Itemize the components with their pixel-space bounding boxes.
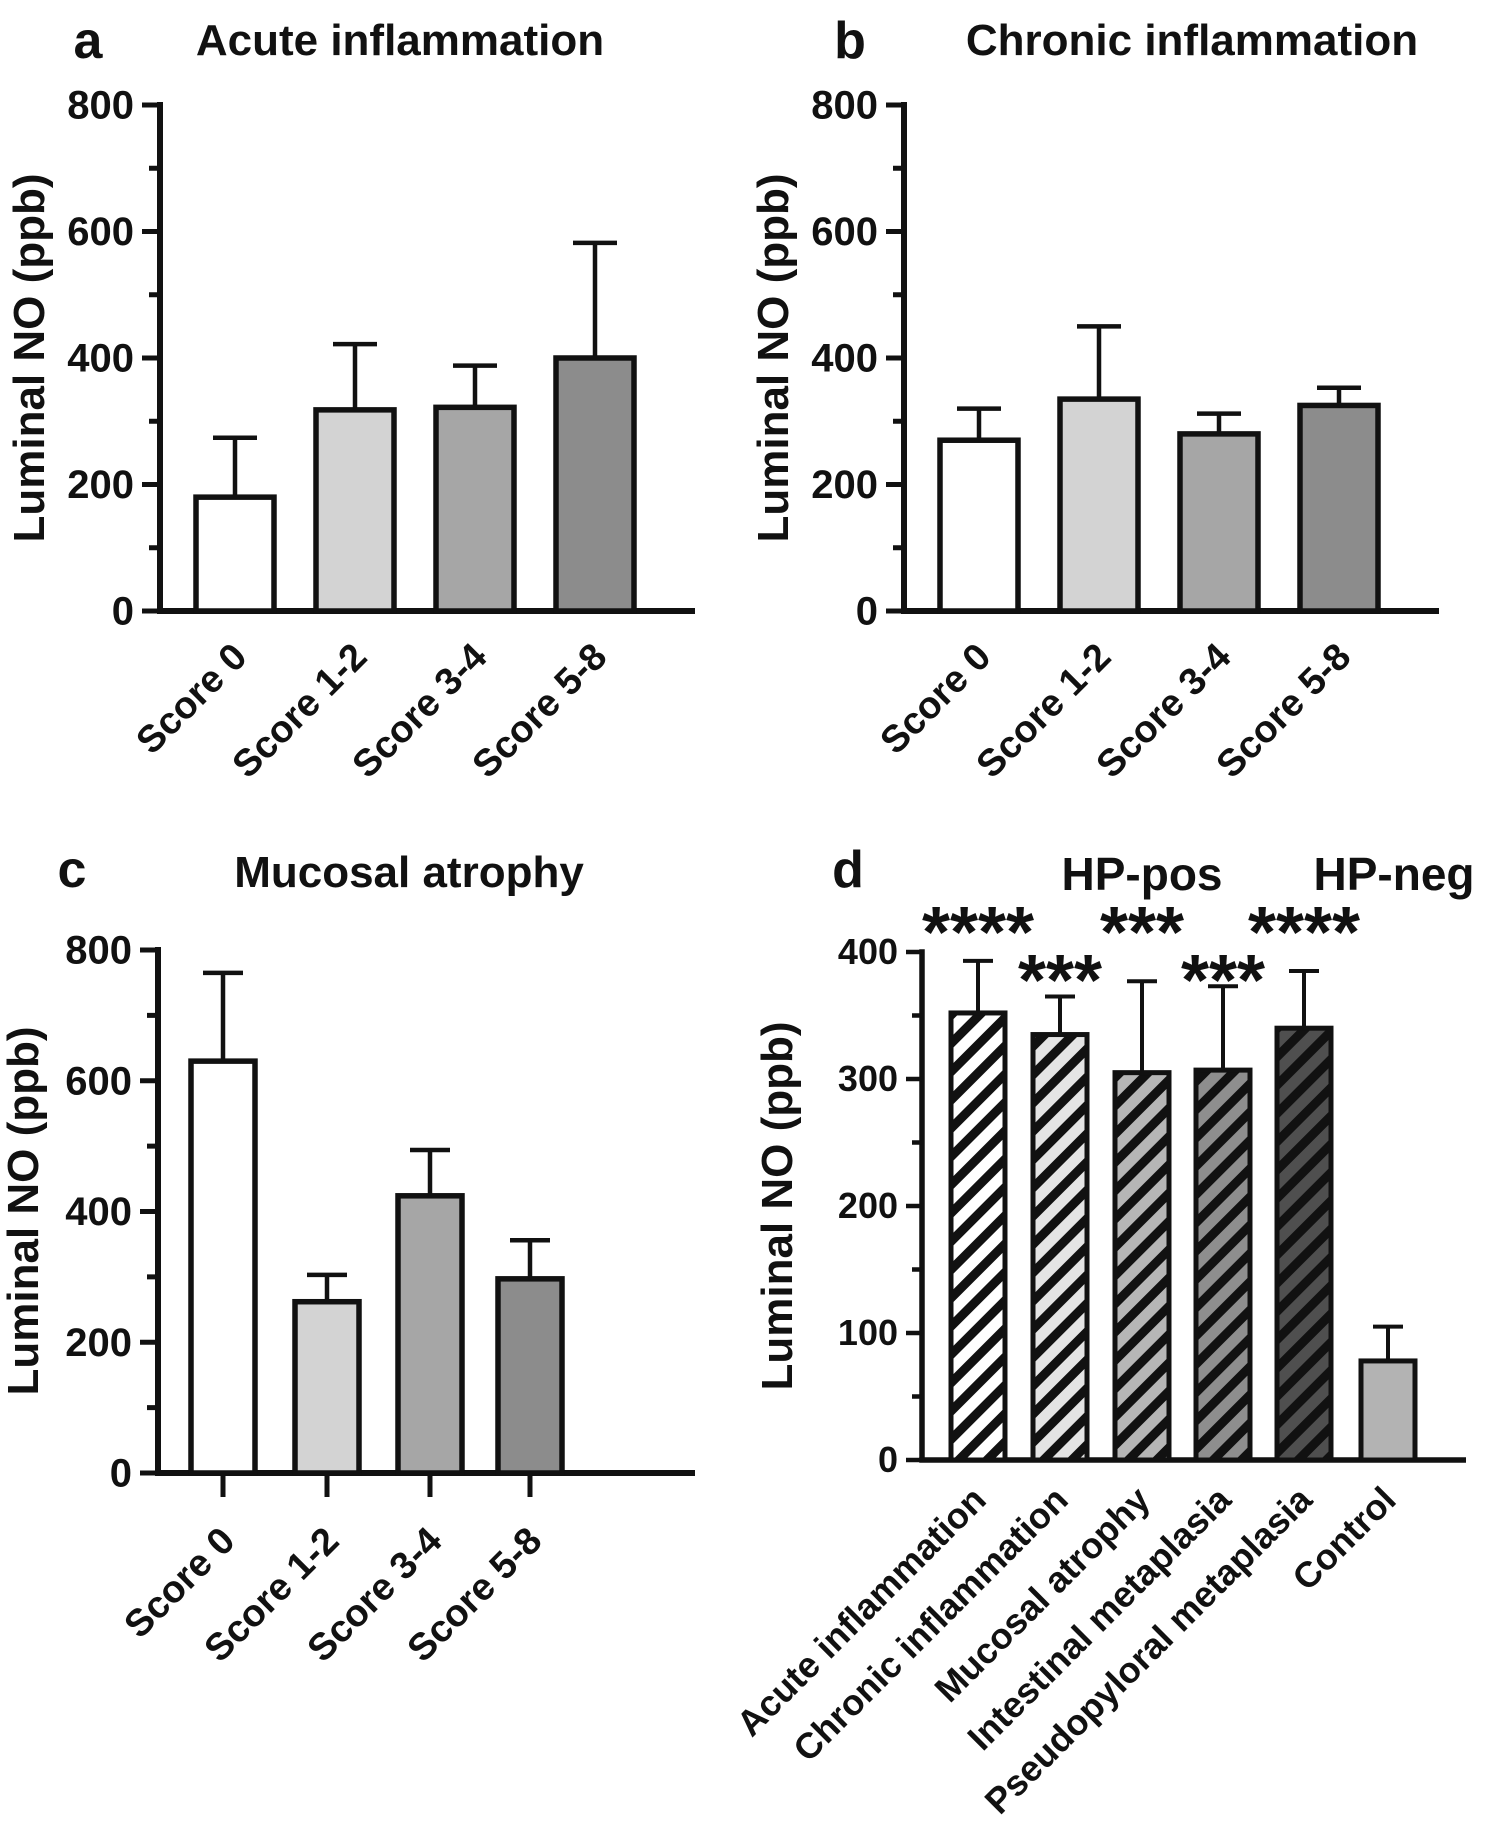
bar [1193,1067,1253,1463]
significance-stars: *** [1100,893,1184,973]
panel-letter: b [834,12,866,70]
bar [313,407,397,614]
y-tick-label: 0 [110,1452,132,1496]
bar [292,1298,362,1476]
y-tick-label: 200 [811,463,878,507]
significance-stars: **** [1248,893,1360,973]
panel-c: c Mucosal atrophy Luminal NO (ppb) 0 200 400 6… [0,841,695,1670]
y-tick-label: 200 [838,1185,898,1226]
panel-d: d HP-pos HP-neg*****************Luminal NO… [728,841,1474,1822]
panel-letter: a [74,12,104,70]
y-tick-label: 600 [67,210,134,254]
y-tick-label: 0 [112,590,134,634]
y-tick-label: 400 [65,1190,132,1234]
panel-title: Mucosal atrophy [234,848,584,897]
y-tick-label: 100 [838,1312,898,1353]
bar [553,355,637,614]
group-header: HP-neg [1314,848,1475,900]
bar [188,1058,258,1476]
group-header: HP-pos [1062,848,1223,900]
y-tick-label: 600 [65,1059,132,1103]
y-tick-label: 400 [67,337,134,381]
y-tick-label: 400 [811,337,878,381]
bar [1112,1070,1172,1463]
y-tick-label: 200 [67,463,134,507]
y-tick-label: 800 [65,929,132,973]
y-tick-label: 400 [838,931,898,972]
bar [1177,431,1261,614]
category-label: Score 0 [873,636,1000,763]
y-tick-label: 300 [838,1058,898,1099]
y-tick-label: 800 [67,84,134,128]
panel-title: Chronic inflammation [966,16,1418,65]
y-axis-label: Luminal NO (ppb) [749,173,798,542]
panel-letter: d [832,841,864,899]
bar [395,1193,465,1476]
bar [937,437,1021,614]
y-tick-label: 800 [811,84,878,128]
panel-b: b Chronic inflammation Luminal NO (ppb) 0 20… [749,12,1439,786]
y-tick-label: 600 [811,210,878,254]
panel-title: Acute inflammation [196,16,604,65]
panel-letter: c [58,841,87,899]
bar [495,1276,565,1476]
y-tick-label: 0 [878,1439,898,1480]
bar [1274,1025,1334,1463]
y-tick-label: 200 [65,1321,132,1365]
category-label: Score 0 [129,636,256,763]
panel-a: a Acute inflammation Luminal NO (ppb) 0 200 4… [5,12,695,786]
y-axis-label: Luminal NO (ppb) [5,173,54,542]
bar [193,494,277,614]
bar [1358,1358,1418,1463]
y-axis-label: Luminal NO (ppb) [753,1021,802,1390]
bar [1297,402,1381,614]
bar [1030,1032,1090,1463]
bar [433,404,517,614]
bar [948,1010,1008,1463]
y-tick-label: 0 [856,590,878,634]
bar [1057,396,1141,614]
y-axis-label: Luminal NO (ppb) [0,1026,48,1395]
